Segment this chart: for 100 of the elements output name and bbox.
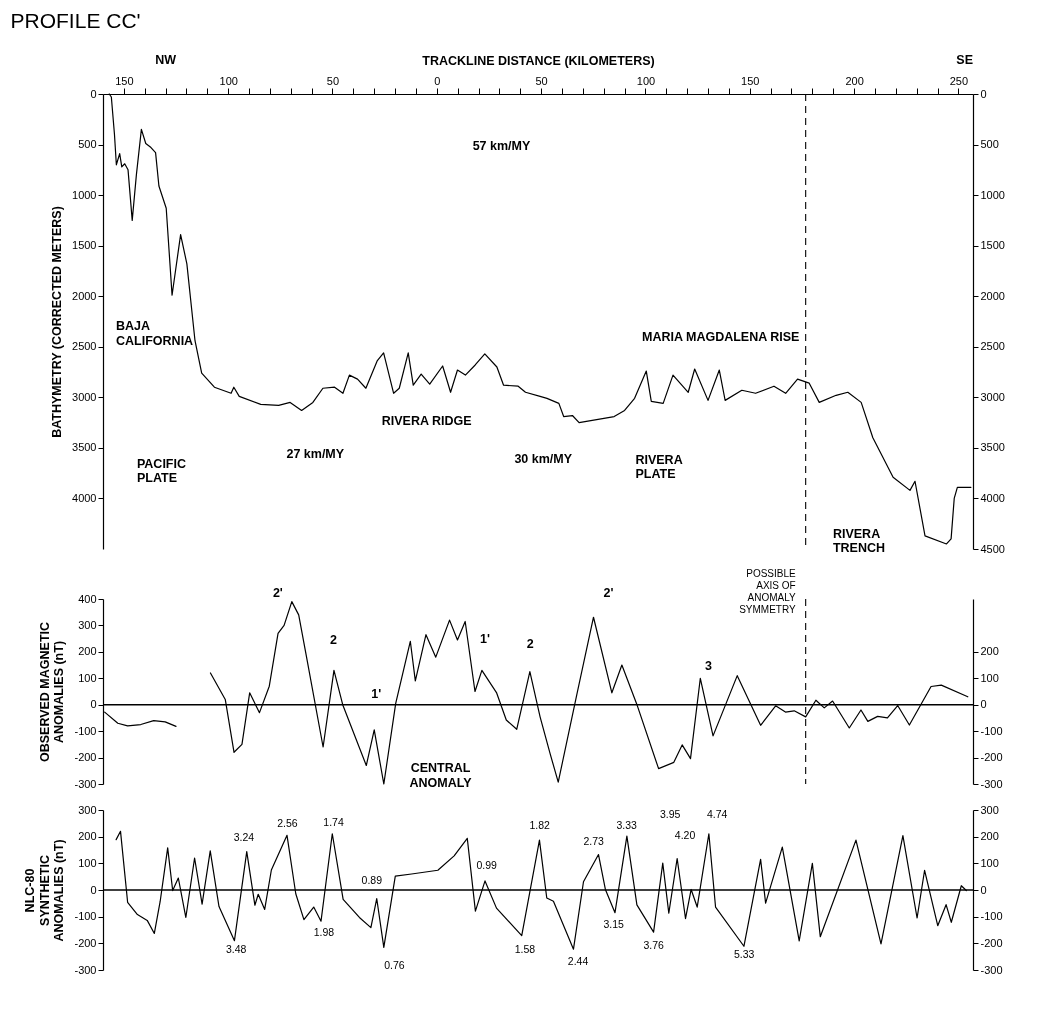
y-tick-label: 0 <box>90 883 97 896</box>
annotation: 3.24 <box>233 830 255 843</box>
annotation: 0.89 <box>361 873 383 886</box>
y-tick-label: 1500 <box>72 239 97 252</box>
annotation: 0.99 <box>476 858 498 871</box>
x-axis-title: TRACKLINE DISTANCE (KILOMETERS) <box>422 53 655 68</box>
y2-tick-label: 1500 <box>980 239 1005 252</box>
y2-tick-label: -100 <box>980 724 1003 737</box>
x-tick-label: 50 <box>535 74 548 87</box>
y2-tick-label: -200 <box>980 751 1003 764</box>
y-tick-label: 200 <box>78 830 97 843</box>
y-tick-label: 100 <box>78 856 97 869</box>
x-tick-label: 150 <box>741 74 760 87</box>
y-tick-label: 400 <box>78 592 97 605</box>
annotation: RIVERA PLATE <box>635 452 683 482</box>
annotation: 57 km/MY <box>472 139 531 154</box>
y-tick-label: -100 <box>74 910 97 923</box>
y-tick-label: -300 <box>74 777 97 790</box>
y2-tick-label: 300 <box>980 803 999 816</box>
annotation: 2.44 <box>567 955 589 968</box>
x-tick-label: 100 <box>636 74 656 87</box>
annotation: BAJA CALIFORNIA <box>116 319 194 348</box>
annotation: 2.73 <box>583 834 605 847</box>
annotation: 1.58 <box>514 943 536 956</box>
x-tick-label: 100 <box>219 74 238 87</box>
y-tick-label: 0 <box>90 87 97 100</box>
y-tick-label: 100 <box>78 671 97 684</box>
annotation: 2 <box>526 636 534 651</box>
annotation: 1.98 <box>313 925 335 938</box>
y-tick-label: 4000 <box>72 491 97 504</box>
y-tick-label: 200 <box>78 645 97 658</box>
annotation: 5.33 <box>733 948 755 961</box>
y-tick-label: 2500 <box>72 340 97 353</box>
y2-tick-label: 100 <box>980 856 999 869</box>
annotation: RIVERA TRENCH <box>832 526 886 556</box>
y-tick-label: 0 <box>90 698 97 711</box>
annotation: MARIA MAGDALENA RISE <box>642 329 800 344</box>
annotation: 3.76 <box>643 939 665 951</box>
x-tick-label: 150 <box>115 74 134 87</box>
y-tick-label: -200 <box>74 751 97 764</box>
y-axis-title: NLC-80 SYNTHETIC ANOMALIES (nT) <box>23 839 67 942</box>
y2-tick-label: 4000 <box>980 491 1005 504</box>
y2-tick-label: 0 <box>980 87 987 100</box>
y2-tick-label: 100 <box>980 671 999 684</box>
annotation: 3.95 <box>660 807 681 820</box>
chart-title: PROFILE CC' <box>10 8 141 32</box>
y-tick-label: 500 <box>78 138 97 151</box>
annotation: 27 km/MY <box>286 447 345 462</box>
annotation: 4.74 <box>707 807 728 820</box>
annotation: 2' <box>603 586 614 601</box>
y-tick-label: 300 <box>78 618 97 631</box>
y2-tick-label: -100 <box>980 910 1003 923</box>
y-tick-label: 1000 <box>72 188 97 201</box>
annotation: CENTRAL ANOMALY <box>409 761 473 790</box>
y2-tick-label: 200 <box>980 645 999 658</box>
y2-tick-label: 3000 <box>980 390 1005 403</box>
annotation: RIVERA RIDGE <box>381 413 472 428</box>
text: SE <box>956 52 973 67</box>
annotation: 1' <box>479 631 490 646</box>
y2-tick-label: 4500 <box>980 542 1005 555</box>
x-tick-label: 250 <box>949 74 969 87</box>
y2-tick-label: 2000 <box>980 289 1005 302</box>
y-tick-label: 300 <box>78 803 97 816</box>
y-tick-label: 3500 <box>72 441 97 454</box>
annotation: 0.76 <box>384 959 405 971</box>
annotation: 2' <box>272 586 283 601</box>
annotation: 4.20 <box>674 828 696 841</box>
y2-tick-label: -300 <box>980 777 1003 790</box>
y2-tick-label: -200 <box>980 936 1003 949</box>
y-tick-label: 3000 <box>72 390 97 403</box>
annotation: PACIFIC PLATE <box>136 456 187 486</box>
x-tick-label: 50 <box>326 74 340 87</box>
text: NW <box>155 52 177 67</box>
y2-tick-label: 3500 <box>980 441 1005 454</box>
annotation: 2.56 <box>277 817 298 830</box>
annotation: 1.82 <box>529 819 551 832</box>
annotation: 2 <box>330 633 338 648</box>
y2-tick-label: 1000 <box>980 188 1005 201</box>
y2-tick-label: 0 <box>980 698 987 711</box>
x-tick-label: 200 <box>845 74 864 87</box>
y-tick-label: -300 <box>74 963 97 976</box>
annotation: 1.74 <box>323 816 344 829</box>
y-axis-title: BATHYMETRY (CORRECTED METERS) <box>50 206 65 438</box>
y2-tick-label: 500 <box>980 138 999 151</box>
y-tick-label: -200 <box>74 936 97 949</box>
annotation: 3.48 <box>225 943 247 956</box>
y2-tick-label: 200 <box>980 830 999 843</box>
annotation: 3 <box>705 659 713 674</box>
y-tick-label: 2000 <box>72 289 97 302</box>
y-tick-label: -100 <box>74 724 97 737</box>
y2-tick-label: 2500 <box>980 340 1005 353</box>
y2-tick-label: 0 <box>980 883 987 896</box>
y2-tick-label: -300 <box>980 963 1003 976</box>
annotation: 3.15 <box>603 917 625 930</box>
annotation: 3.33 <box>616 819 638 831</box>
x-tick-label: 0 <box>434 74 441 87</box>
annotation: 30 km/MY <box>514 451 573 466</box>
line-series <box>108 93 972 545</box>
ref-line-label: POSSIBLE AXIS OF ANOMALY SYMMETRY <box>739 568 797 615</box>
annotation: 1' <box>371 686 382 701</box>
